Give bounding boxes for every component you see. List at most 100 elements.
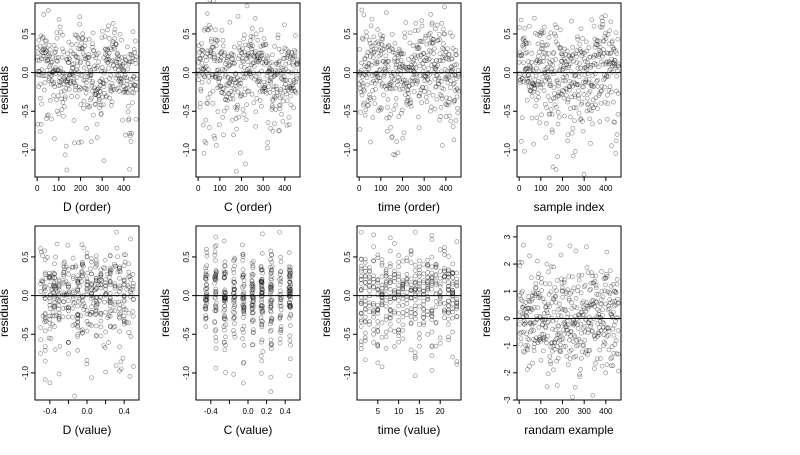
data-point [391,77,397,82]
data-point [108,88,113,94]
data-point [61,269,67,275]
data-point [121,293,127,299]
data-point [406,64,412,70]
data-point [386,44,391,49]
data-point [391,58,397,64]
data-point [454,314,460,319]
data-point [420,85,425,91]
data-point [102,90,107,96]
data-point [425,281,431,287]
data-point [408,67,414,73]
data-point [201,66,207,71]
data-point [424,58,430,63]
data-point [433,272,439,277]
data-point [221,327,227,333]
data-point [242,92,248,98]
data-point [399,110,404,116]
data-point [203,324,209,329]
data-point [107,296,113,302]
data-point [574,48,580,53]
data-point [36,37,42,43]
data-point [373,70,379,76]
data-point [548,344,553,350]
data-point [249,303,255,308]
data-point [429,314,435,319]
data-point [243,71,249,77]
data-point [454,314,460,319]
data-point [72,140,77,146]
data-point [258,279,264,284]
data-point [255,37,261,43]
data-point [208,50,214,56]
data-point [87,75,93,81]
x-tick-label: 0.4 [280,407,292,416]
data-point [543,50,548,56]
data-point [555,121,561,127]
data-point [446,284,451,289]
data-point [122,259,128,265]
data-point [529,51,535,56]
data-point [269,297,275,303]
data-point [64,79,70,85]
data-point [44,255,50,260]
data-point [279,111,284,117]
data-point [52,261,57,267]
data-point [223,316,228,322]
data-point [375,280,381,286]
data-point [425,285,431,291]
data-point [594,38,600,44]
data-point [88,139,94,145]
data-point [360,36,366,42]
data-point [370,50,375,55]
data-point [38,325,43,330]
data-point [288,313,293,319]
data-point [432,106,438,112]
data-point [293,33,298,38]
data-point [259,50,265,56]
data-point [605,50,611,56]
data-point [70,288,76,294]
data-point [240,70,246,76]
data-point [600,313,605,318]
data-point [70,255,76,261]
data-point [586,320,591,326]
data-point [217,58,223,64]
data-point [421,315,426,320]
data-point [286,288,292,294]
data-point [575,93,581,98]
data-point [36,84,42,89]
data-point [382,70,388,75]
data-point [373,40,378,46]
data-point [611,350,616,356]
data-point [543,78,548,84]
data-point [250,327,256,333]
data-point [543,121,549,126]
data-point [117,264,122,270]
data-point [120,304,126,310]
data-point [387,278,393,283]
data-point [612,63,618,69]
data-point [573,313,578,319]
data-point [268,341,274,347]
data-point [103,293,108,298]
data-point [383,317,389,322]
data-point [396,253,401,258]
data-point [132,38,138,44]
data-point [258,264,264,269]
data-point [294,59,300,65]
data-point [225,57,230,62]
data-point [105,60,111,65]
data-point [107,323,113,329]
data-point [102,34,108,40]
data-point [616,368,621,374]
data-point [562,308,568,313]
data-point [367,95,373,100]
data-point [437,289,443,294]
data-point [221,271,227,276]
data-point [371,309,376,315]
data-point [549,69,555,75]
data-point [231,372,237,377]
data-point [231,52,237,58]
data-point [206,22,212,28]
data-point [450,271,456,276]
